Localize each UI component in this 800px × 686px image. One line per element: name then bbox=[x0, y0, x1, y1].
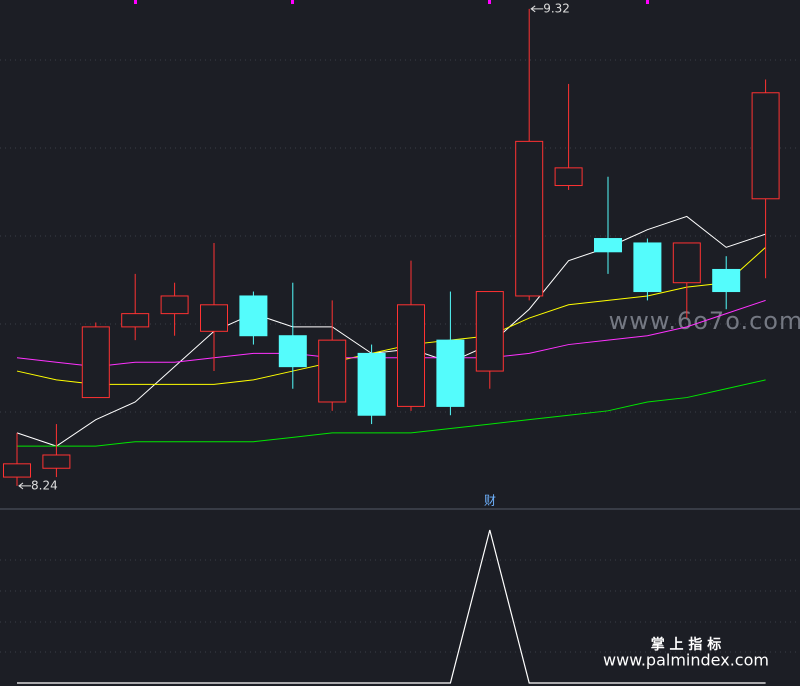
candle-body bbox=[318, 339, 347, 403]
candle-body bbox=[3, 463, 31, 478]
watermark: 掌 上 指 标 bbox=[651, 636, 722, 653]
candle-body bbox=[633, 242, 662, 293]
indicator-title: 财 bbox=[484, 494, 496, 508]
candle-body bbox=[397, 304, 425, 407]
annotation-label: 8.24 bbox=[31, 478, 58, 492]
candle-body bbox=[278, 335, 307, 368]
candle-body bbox=[751, 92, 780, 200]
candle-body bbox=[239, 295, 268, 337]
watermark: www.palmindex.com bbox=[603, 651, 769, 670]
top-ticks bbox=[134, 0, 649, 4]
candle-body bbox=[554, 167, 583, 187]
annotation-arrow bbox=[18, 482, 31, 490]
ma-line bbox=[16, 215, 766, 447]
annotation-label: 9.32 bbox=[543, 1, 570, 15]
tick bbox=[488, 0, 491, 4]
candle-body bbox=[712, 268, 741, 293]
candle-body bbox=[672, 242, 701, 284]
candle-body bbox=[594, 238, 622, 253]
ma-line bbox=[16, 247, 766, 385]
ma-line bbox=[16, 299, 766, 368]
candle-body bbox=[515, 140, 544, 297]
indicator-line bbox=[17, 529, 766, 684]
candle-body bbox=[436, 339, 465, 407]
tick bbox=[291, 0, 294, 4]
tick bbox=[646, 0, 649, 4]
annotation-arrow bbox=[530, 5, 544, 13]
tick bbox=[134, 0, 137, 4]
candle-body bbox=[200, 304, 228, 332]
ma-line bbox=[17, 379, 766, 447]
candle-body bbox=[42, 454, 71, 469]
candle-body bbox=[81, 326, 110, 399]
candle-body bbox=[357, 352, 386, 416]
candle-body bbox=[475, 291, 504, 372]
candle-body bbox=[160, 295, 189, 315]
candle-body bbox=[121, 313, 150, 328]
